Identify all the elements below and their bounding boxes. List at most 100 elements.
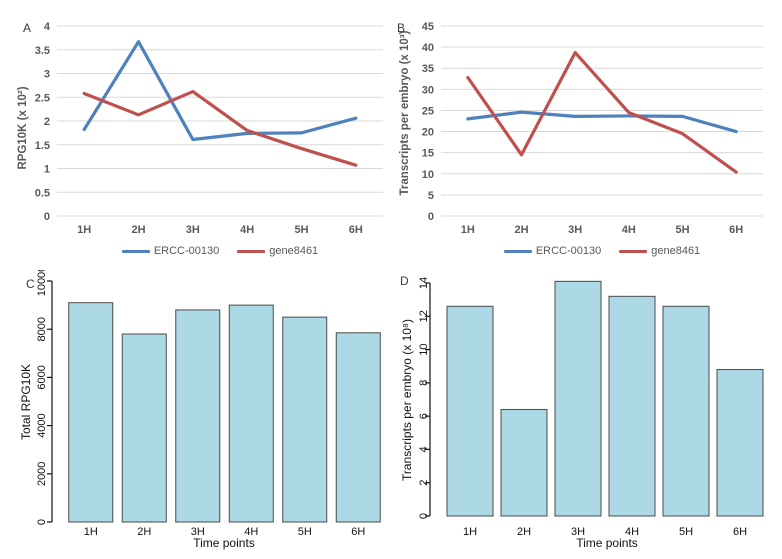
x-tick-label: 2H [517,526,531,538]
x-tick-label: 5H [294,224,308,236]
legend-line-sample-red-icon [237,249,266,253]
y-tick-label: 14 [418,277,430,289]
legend-label: ERCC-00130 [535,245,602,257]
x-tick-label: 1H [77,224,91,236]
y-tick-label: 20 [422,127,434,139]
y-tick-label: 25 [422,105,434,117]
series-line-gene8461 [466,50,738,174]
y-tick-label: 10000 [36,270,48,296]
legend-item-gene8461: gene8461 [619,245,700,257]
y-tick-label: 10 [418,343,430,355]
x-tick-label: 6H [349,224,363,236]
y-tick-label: 8 [418,380,430,386]
y-tick-label: 0 [428,211,434,223]
x-tick-label: 2H [514,224,528,236]
x-tick-label: 4H [625,526,639,538]
x-tick-label: 6H [351,526,365,538]
x-tick-label: 6H [729,224,743,236]
y-tick-label: 8000 [36,317,48,341]
panel-a: 0 0.5 1 1.5 2 2.5 3 3.5 4 1H 2H 3H 4H 5H 6H A RPG10K (… [0,0,391,270]
y-tick-label: 30 [422,84,434,96]
bar-6h [716,369,764,517]
y-tick-label: 6 [418,413,430,419]
bar-chart-d-plot: 0 2 4 6 8 10 12 14 1H 2H 3H 4H 5H 6H [418,277,764,538]
x-tick-label: 3H [191,526,205,538]
y-axis-title-a: RPG10K (x 10²) [17,86,29,169]
y-tick-label: 10 [422,169,434,181]
legend-item-ercc-00130: ERCC-00130 [503,245,602,257]
y-tick-label: 1 [44,164,50,176]
y-tick-label: 4 [44,21,51,33]
line-chart-transcripts: 0 5 10 15 20 25 30 35 40 45 1H 2H 3H 4H 5H 6H B Transcr… [397,21,763,236]
y-tick-label: 5 [428,190,434,202]
bar-chart-transcripts-per-embryo: 0 2 4 6 8 10 12 14 1H 2H 3H 4H 5H 6H D Transcripts pe… [400,274,764,550]
x-tick-label: 4H [622,224,636,236]
bar-chart-c-plot: 0 2000 4000 6000 8000 10000 1H 2H 3H 4H 5H 6H [36,270,381,538]
y-tick-label: 0 [418,513,430,519]
y-tick-label: 6000 [36,365,48,389]
x-tick-label: 1H [84,526,98,538]
bar-6h [335,332,381,523]
series-line-ercc-00130 [466,110,738,134]
panel-b: 0 5 10 15 20 25 30 35 40 45 1H 2H 3H 4H 5H 6H B Transcr… [391,0,782,270]
panel-c: 0 2000 4000 6000 8000 10000 1H 2H 3H 4H 5H 6H C Tot… [0,270,391,559]
bar-4h [608,295,656,517]
y-tick-label: 0 [44,211,50,223]
bar-4h [228,304,274,523]
bar-5h [662,305,710,517]
y-tick-label: 4 [418,446,430,452]
y-tick-label: 2 [44,116,50,128]
line-chart-b-plot: 0 5 10 15 20 25 30 35 40 45 1H 2H 3H 4H 5H 6H [422,21,763,236]
legend-label: ERCC-00130 [153,245,220,257]
x-tick-label: 4H [240,224,254,236]
panel-letter-c: C [26,277,35,291]
y-tick-label: 2 [418,480,430,486]
bar-1h [446,305,494,517]
legend-label: gene8461 [651,245,701,257]
line-chart-rpg10k: 0 0.5 1 1.5 2 2.5 3 3.5 4 1H 2H 3H 4H 5H 6H A RPG10K (… [17,21,383,236]
y-tick-label: 45 [422,21,434,33]
x-tick-label: 6H [733,526,747,538]
x-tick-label: 5H [679,526,693,538]
legend-line-sample-red-icon [619,249,648,253]
y-tick-label: 4000 [36,413,48,437]
panel-letter-d: D [400,274,409,288]
y-axis-title-c: Total RPG10K [19,364,33,440]
legend-line-sample-blue-icon [121,249,150,253]
y-axis-title-b: Transcripts per embryo (x 10³) [399,30,411,195]
y-tick-label: 2000 [36,462,48,486]
bar-5h [282,316,328,523]
x-tick-label: 2H [137,526,151,538]
bar-1h [68,302,114,523]
legend-item-ercc-00130: ERCC-00130 [121,245,220,257]
legend-label: gene8461 [269,245,319,257]
y-tick-label: 12 [418,310,430,322]
x-axis-title-d: Time points [576,536,638,550]
legend-a: ERCC-00130 gene8461 [57,245,383,257]
legend-item-gene8461: gene8461 [237,245,318,257]
bar-2h [121,333,167,523]
y-tick-label: 0.5 [35,187,50,199]
legend-b: ERCC-00130 gene8461 [441,245,763,257]
bar-3h [175,309,221,523]
y-tick-label: 40 [422,42,434,54]
y-tick-label: 2.5 [35,92,50,104]
x-tick-label: 5H [675,224,689,236]
x-tick-label: 1H [463,526,477,538]
y-tick-label: 3 [44,69,50,81]
x-tick-label: 3H [571,526,585,538]
x-tick-label: 5H [298,526,312,538]
y-tick-label: 1.5 [35,140,50,152]
x-tick-label: 3H [186,224,200,236]
bar-3h [554,280,602,517]
series-line-ercc-00130 [82,40,358,142]
x-tick-label: 2H [131,224,145,236]
bar-2h [500,408,548,517]
y-axis-title-d: Transcripts per embryo (x 10⁸) [400,319,414,481]
x-tick-label: 3H [568,224,582,236]
x-tick-label: 4H [244,526,258,538]
series-line-gene8461 [82,89,358,167]
y-tick-label: 35 [422,63,434,75]
x-tick-label: 1H [461,224,475,236]
